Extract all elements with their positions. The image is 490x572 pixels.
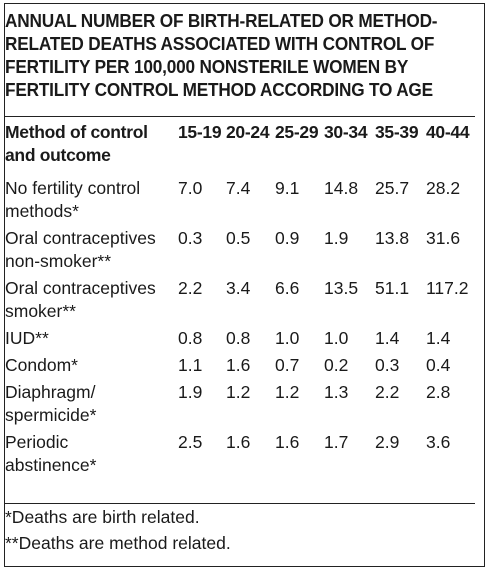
footnote: *Deaths are birth related. xyxy=(5,507,200,527)
cell-value: 1.3 xyxy=(324,382,349,402)
column-header-age: 35-39 xyxy=(375,122,419,142)
table-row: Oral contraceptives smoker** 2.2 3.4 6.6… xyxy=(5,277,475,327)
cell-value: 13.8 xyxy=(375,228,410,248)
cell-value: 25.7 xyxy=(375,178,410,198)
cell-value: 1.6 xyxy=(226,355,251,375)
cell-value: 7.0 xyxy=(178,178,203,198)
cell-value: 1.4 xyxy=(426,328,451,348)
cell-value: 31.6 xyxy=(426,228,461,248)
row-label: Condom* xyxy=(5,355,78,375)
cell-value: 0.2 xyxy=(324,355,349,375)
table-title: ANNUAL NUMBER OF BIRTH-RELATED OR METHOD… xyxy=(5,9,442,101)
cell-value: 2.9 xyxy=(375,432,400,452)
cell-value: 1.0 xyxy=(275,328,300,348)
cell-value: 1.7 xyxy=(324,432,349,452)
table-header-row: Method of control and outcome 15-19 20-2… xyxy=(5,121,475,171)
cell-value: 117.2 xyxy=(426,278,469,298)
table-row: Diaphragm/ spermicide* 1.9 1.2 1.2 1.3 2… xyxy=(5,381,475,431)
column-header-age: 30-34 xyxy=(324,122,368,142)
cell-value: 2.2 xyxy=(375,382,400,402)
table-row: Periodic abstinence* 2.5 1.6 1.6 1.7 2.9… xyxy=(5,431,475,481)
cell-value: 0.9 xyxy=(275,228,300,248)
row-label: No fertility control methods* xyxy=(5,178,141,221)
footnotes: *Deaths are birth related. **Deaths are … xyxy=(5,506,475,558)
row-label: Diaphragm/ spermicide* xyxy=(5,382,97,425)
cell-value: 1.4 xyxy=(375,328,400,348)
cell-value: 1.1 xyxy=(178,355,203,375)
footnote: **Deaths are method related. xyxy=(5,533,231,553)
table-row: Oral contraceptives non-smoker** 0.3 0.5… xyxy=(5,227,475,277)
title-line: FERTILITY PER 100,000 NONSTERILE WOMEN B… xyxy=(5,56,409,77)
title-line: ANNUAL NUMBER OF BIRTH-RELATED OR METHOD… xyxy=(5,10,438,31)
row-label: Oral contraceptives smoker** xyxy=(5,278,156,321)
column-header-method: Method of control and outcome xyxy=(5,122,148,165)
cell-value: 1.6 xyxy=(226,432,251,452)
cell-value: 0.8 xyxy=(178,328,203,348)
cell-value: 0.5 xyxy=(226,228,251,248)
cell-value: 13.5 xyxy=(324,278,359,298)
cell-value: 14.8 xyxy=(324,178,359,198)
cell-value: 6.6 xyxy=(275,278,300,298)
title-divider xyxy=(5,116,475,117)
cell-value: 3.4 xyxy=(226,278,251,298)
table-row: IUD** 0.8 0.8 1.0 1.0 1.4 1.4 xyxy=(5,327,475,354)
footnote-divider xyxy=(5,503,475,504)
cell-value: 0.8 xyxy=(226,328,251,348)
cell-value: 1.6 xyxy=(275,432,300,452)
table-frame xyxy=(4,3,485,567)
cell-value: 1.9 xyxy=(178,382,203,402)
cell-value: 0.4 xyxy=(426,355,451,375)
cell-value: 1.2 xyxy=(275,382,300,402)
deaths-table: Method of control and outcome 15-19 20-2… xyxy=(5,121,475,481)
column-header-age: 25-29 xyxy=(275,122,319,142)
row-label: Periodic abstinence* xyxy=(5,432,97,475)
cell-value: 2.5 xyxy=(178,432,203,452)
cell-value: 0.7 xyxy=(275,355,300,375)
cell-value: 51.1 xyxy=(375,278,410,298)
column-header-age: 40-44 xyxy=(426,122,470,142)
row-label: Oral contraceptives non-smoker** xyxy=(5,228,156,271)
cell-value: 1.9 xyxy=(324,228,349,248)
cell-value: 0.3 xyxy=(375,355,400,375)
column-header-age: 20-24 xyxy=(226,122,270,142)
cell-value: 2.8 xyxy=(426,382,451,402)
cell-value: 0.3 xyxy=(178,228,203,248)
column-header-age: 15-19 xyxy=(178,122,222,142)
cell-value: 7.4 xyxy=(226,178,251,198)
cell-value: 3.6 xyxy=(426,432,451,452)
cell-value: 1.2 xyxy=(226,382,251,402)
title-line: RELATED DEATHS ASSOCIATED WITH CONTROL O… xyxy=(5,33,435,54)
table-row: No fertility control methods* 7.0 7.4 9.… xyxy=(5,171,475,227)
title-line: FERTILITY CONTROL METHOD ACCORDING TO AG… xyxy=(5,79,433,100)
table-row: Condom* 1.1 1.6 0.7 0.2 0.3 0.4 xyxy=(5,354,475,381)
cell-value: 1.0 xyxy=(324,328,349,348)
row-label: IUD** xyxy=(5,328,49,348)
cell-value: 9.1 xyxy=(275,178,300,198)
cell-value: 2.2 xyxy=(178,278,203,298)
cell-value: 28.2 xyxy=(426,178,461,198)
